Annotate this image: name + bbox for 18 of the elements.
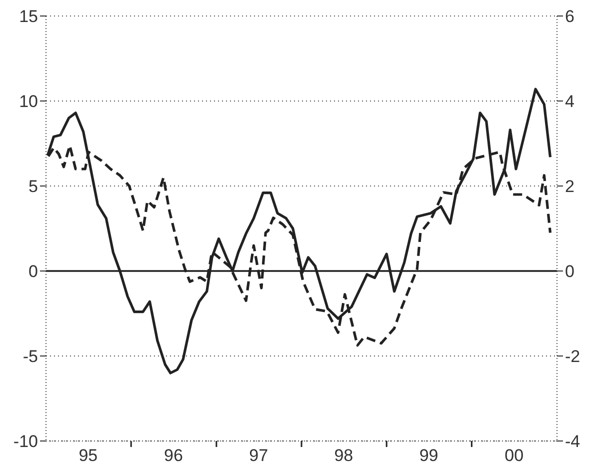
y-tick-label: -10 xyxy=(13,432,38,452)
y2-tick-label: -4 xyxy=(565,432,580,452)
x-tick-label: 98 xyxy=(334,446,354,465)
y-tick-label: 0 xyxy=(28,262,38,282)
y2-tick-label: -2 xyxy=(565,347,580,366)
x-tick-label: 95 xyxy=(78,446,98,465)
x-tick-label: 99 xyxy=(419,446,438,465)
y2-tick-label: 6 xyxy=(565,7,574,26)
y-tick-label: 15 xyxy=(19,7,38,26)
y2-tick-label: 4 xyxy=(565,92,574,112)
x-tick-label: 97 xyxy=(249,446,268,465)
y-tick-label: 10 xyxy=(19,92,38,112)
y2-tick-label: 0 xyxy=(565,262,574,282)
y-tick-label: 5 xyxy=(28,177,38,196)
x-tick-label: 00 xyxy=(504,446,524,465)
x-tick-label: 96 xyxy=(164,446,183,465)
y-tick-label: -5 xyxy=(22,347,38,366)
y2-tick-label: 2 xyxy=(565,177,574,196)
